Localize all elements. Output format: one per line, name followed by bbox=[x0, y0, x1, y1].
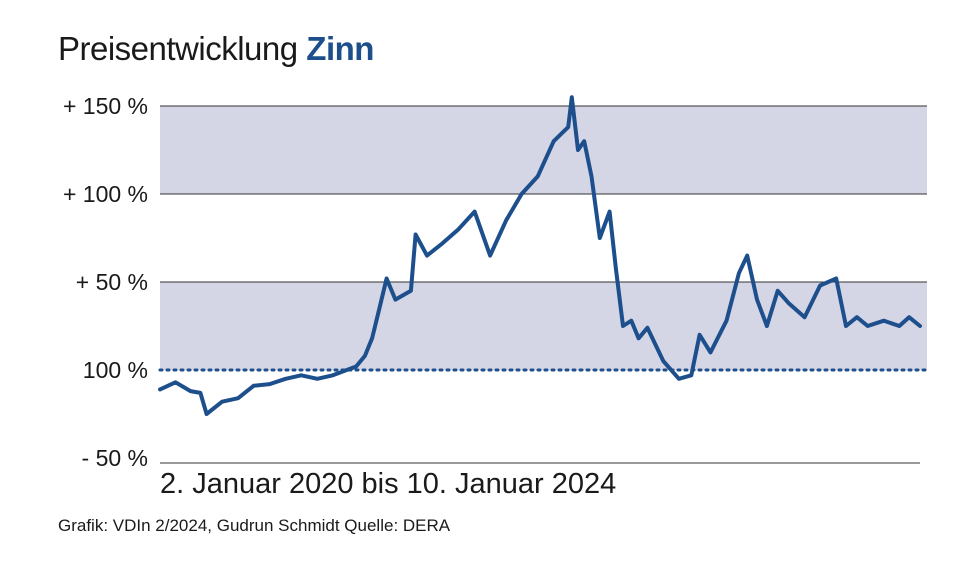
data-point bbox=[440, 241, 445, 245]
series-line bbox=[158, 95, 922, 416]
chart-title-prefix: Preisentwicklung bbox=[58, 30, 298, 67]
data-point bbox=[315, 377, 319, 381]
data-point bbox=[488, 254, 492, 258]
y-tick-label: + 150 % bbox=[63, 93, 148, 119]
y-tick-label: + 50 % bbox=[76, 269, 148, 295]
data-point bbox=[661, 359, 666, 363]
data-point bbox=[536, 174, 540, 178]
data-point bbox=[677, 377, 681, 381]
data-point bbox=[370, 336, 374, 340]
data-point bbox=[331, 373, 335, 377]
data-point bbox=[188, 389, 193, 393]
data-point bbox=[520, 192, 524, 196]
data-point bbox=[598, 236, 602, 240]
data-point bbox=[198, 391, 202, 395]
data-point bbox=[552, 139, 556, 143]
y-tick-label: 100 % bbox=[83, 357, 148, 383]
data-point bbox=[284, 377, 288, 381]
data-point bbox=[855, 315, 859, 319]
y-tick-label: - 50 % bbox=[82, 445, 148, 471]
data-point bbox=[377, 306, 381, 310]
data-point bbox=[637, 336, 641, 340]
data-point bbox=[570, 95, 574, 99]
data-point bbox=[755, 298, 759, 302]
source-note: Grafik: VDIn 2/2024, Gudrun Schmidt Quel… bbox=[58, 516, 451, 535]
data-point bbox=[393, 298, 397, 302]
data-point bbox=[409, 289, 413, 293]
data-point bbox=[765, 324, 769, 328]
y-tick-label: + 100 % bbox=[63, 181, 148, 207]
data-point bbox=[473, 210, 477, 214]
band-1 bbox=[160, 282, 927, 370]
data-point bbox=[456, 227, 461, 231]
data-point bbox=[363, 354, 367, 358]
data-point bbox=[834, 276, 838, 281]
data-point bbox=[882, 319, 886, 323]
background-bands bbox=[160, 106, 927, 370]
data-point bbox=[236, 396, 240, 400]
band-2 bbox=[160, 106, 927, 194]
data-point bbox=[745, 254, 749, 258]
data-point bbox=[787, 301, 791, 305]
data-point bbox=[645, 326, 650, 330]
data-point bbox=[299, 373, 303, 377]
data-point bbox=[608, 210, 612, 214]
series-group bbox=[158, 95, 922, 416]
gridlines bbox=[158, 105, 929, 464]
date-range-label: 2. Januar 2020 bis 10. Januar 2024 bbox=[160, 468, 617, 500]
data-point bbox=[614, 266, 618, 270]
data-point bbox=[724, 319, 729, 323]
data-point bbox=[220, 400, 224, 404]
data-point bbox=[268, 382, 272, 386]
data-point bbox=[582, 139, 586, 143]
data-point bbox=[173, 380, 178, 384]
data-point bbox=[897, 324, 901, 328]
data-point bbox=[737, 271, 741, 275]
data-point bbox=[205, 412, 209, 416]
data-point bbox=[385, 276, 389, 281]
data-point bbox=[414, 232, 418, 237]
chart-title: Preisentwicklung Zinn bbox=[58, 30, 374, 68]
data-point bbox=[566, 125, 570, 129]
data-point bbox=[866, 324, 870, 328]
chart-title-highlight: Zinn bbox=[306, 30, 374, 67]
data-point bbox=[252, 384, 256, 388]
data-point bbox=[818, 283, 822, 288]
data-point bbox=[425, 254, 429, 258]
data-point bbox=[621, 324, 625, 328]
data-point bbox=[504, 218, 508, 222]
data-point bbox=[589, 174, 594, 178]
data-point bbox=[629, 319, 633, 323]
data-point bbox=[689, 373, 693, 377]
data-point bbox=[776, 289, 780, 293]
y-axis-tick-labels: - 50 % 100 % + 50 % + 100 % + 150 % bbox=[63, 93, 148, 471]
data-point bbox=[158, 387, 162, 391]
data-point bbox=[708, 350, 713, 354]
data-point bbox=[918, 324, 922, 328]
data-point bbox=[844, 324, 848, 328]
data-point bbox=[907, 315, 911, 319]
data-point bbox=[698, 333, 702, 337]
data-point bbox=[803, 315, 807, 319]
data-point bbox=[354, 364, 358, 369]
data-point bbox=[576, 148, 580, 152]
